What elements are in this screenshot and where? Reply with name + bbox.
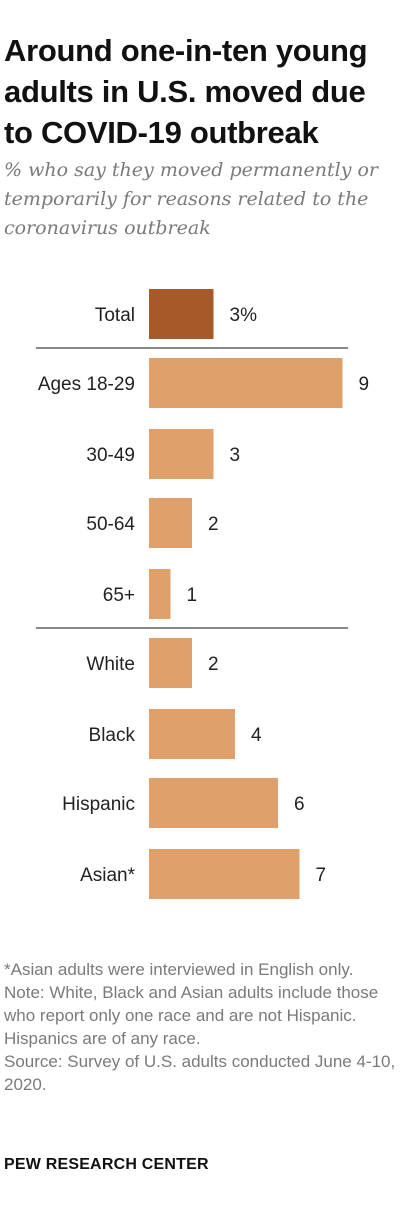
bar-chart: Total 3% Ages 18-29 9 30-49 3 50-64 2 65+ 1 White 2… <box>36 289 370 899</box>
category-label-30-49: 30-49 <box>86 445 135 466</box>
category-label-black: Black <box>89 725 136 746</box>
category-label-asian: Asian* <box>80 865 136 886</box>
value-label-white: 2 <box>208 654 219 675</box>
bar-hispanic <box>149 778 278 828</box>
category-label-total: Total <box>95 305 135 326</box>
bar-50-64 <box>149 498 192 548</box>
value-label-black: 4 <box>251 725 262 746</box>
value-label-65: 1 <box>187 585 198 606</box>
value-label-hispanic: 6 <box>294 794 305 815</box>
value-label-ages-18-29: 9 <box>359 374 370 395</box>
footnotes: *Asian adults were interviewed in Englis… <box>4 958 396 1096</box>
value-label-asian: 7 <box>316 865 327 886</box>
value-label-total: 3% <box>230 305 258 326</box>
bar-30-49 <box>149 429 214 479</box>
category-label-hispanic: Hispanic <box>62 794 135 815</box>
org-name: PEW RESEARCH CENTER <box>4 1156 209 1173</box>
chart-subtitle: % who say they moved permanently or temp… <box>4 159 379 239</box>
bar-white <box>149 638 192 688</box>
asian-footnote: *Asian adults were interviewed in Englis… <box>4 960 354 979</box>
note-text: Note: White, Black and Asian adults incl… <box>4 983 379 1048</box>
value-label-30-49: 3 <box>230 445 241 466</box>
bar-total <box>149 289 214 339</box>
chart-title: Around one-in-ten young adults in U.S. m… <box>4 33 368 150</box>
bar-65 <box>149 569 171 619</box>
category-label-white: White <box>86 654 135 675</box>
category-label-50-64: 50-64 <box>86 514 135 535</box>
bar-asian <box>149 849 300 899</box>
category-label-ages-18-29: Ages 18-29 <box>38 374 135 395</box>
value-label-50-64: 2 <box>208 514 219 535</box>
category-label-65: 65+ <box>103 585 135 606</box>
source-text: Source: Survey of U.S. adults conducted … <box>4 1052 396 1094</box>
bar-ages-18-29 <box>149 358 343 408</box>
bar-black <box>149 709 235 759</box>
